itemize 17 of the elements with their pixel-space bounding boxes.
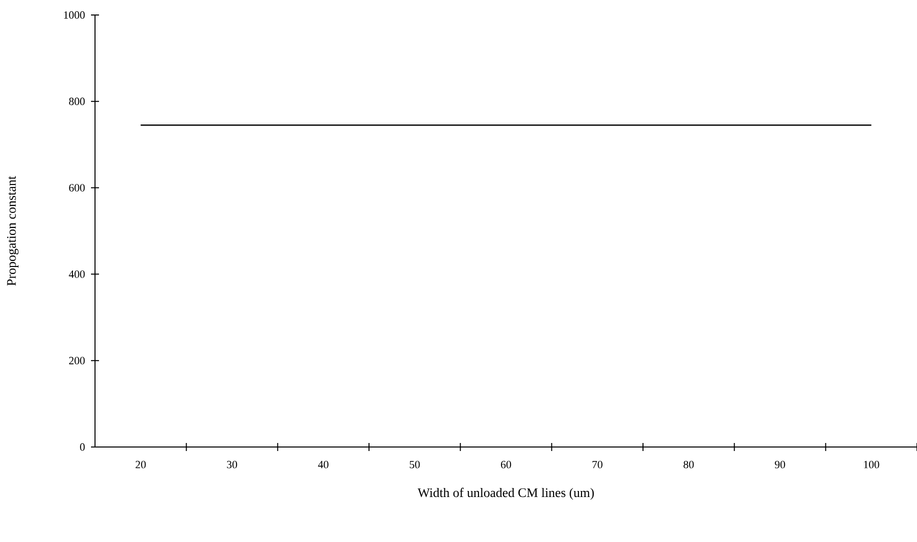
y-tick-label: 800 [69,98,85,106]
y-tick-label: 600 [69,184,85,192]
x-tick-label: 100 [864,460,880,468]
x-tick-label: 20 [136,460,146,468]
y-axis-title: Propogation constant [7,176,19,286]
y-tick-label: 200 [69,356,85,364]
x-tick-label: 80 [684,460,694,468]
x-tick-label: 70 [592,460,602,468]
x-axis-title: Width of unloaded CM lines (um) [418,488,594,500]
x-tick-label: 90 [774,460,786,468]
y-tick-label: 400 [68,270,85,278]
x-tick-label: 40 [318,460,328,468]
y-tick-label: 1000 [64,11,85,19]
x-tick-label: 60 [500,460,512,468]
x-tick-label: 30 [227,460,238,468]
x-tick-label: 50 [410,460,420,468]
y-tick-label: 0 [80,443,85,451]
